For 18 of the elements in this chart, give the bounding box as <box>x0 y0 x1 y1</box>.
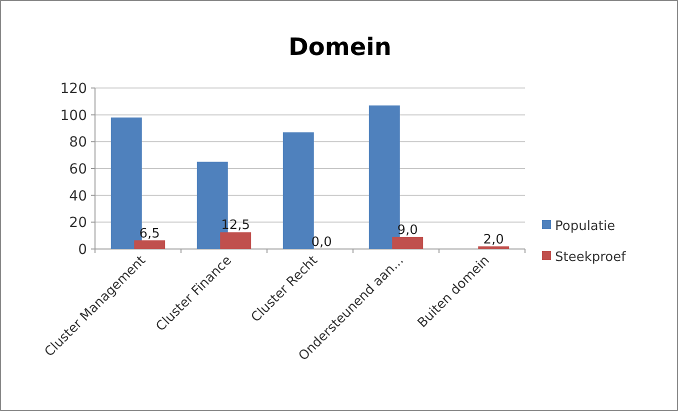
bar <box>368 105 400 249</box>
bar <box>392 236 424 249</box>
bar <box>282 132 314 249</box>
y-tick-label: 80 <box>69 134 87 151</box>
y-tick-label: 40 <box>69 188 87 204</box>
y-tick-label: 100 <box>60 108 87 124</box>
data-label: 2,0 <box>483 232 504 248</box>
bar <box>110 118 142 249</box>
chart-title: Domein <box>288 33 392 61</box>
y-tick-label: 0 <box>78 242 87 258</box>
y-tick-label: 120 <box>60 81 87 97</box>
bar <box>220 232 252 249</box>
bar <box>478 246 510 249</box>
legend-label: Populatie <box>555 219 616 234</box>
bar <box>134 240 166 249</box>
y-tick-label: 60 <box>69 162 87 178</box>
y-tick-label: 20 <box>69 215 87 232</box>
legend-label: Steekproef <box>555 250 626 265</box>
